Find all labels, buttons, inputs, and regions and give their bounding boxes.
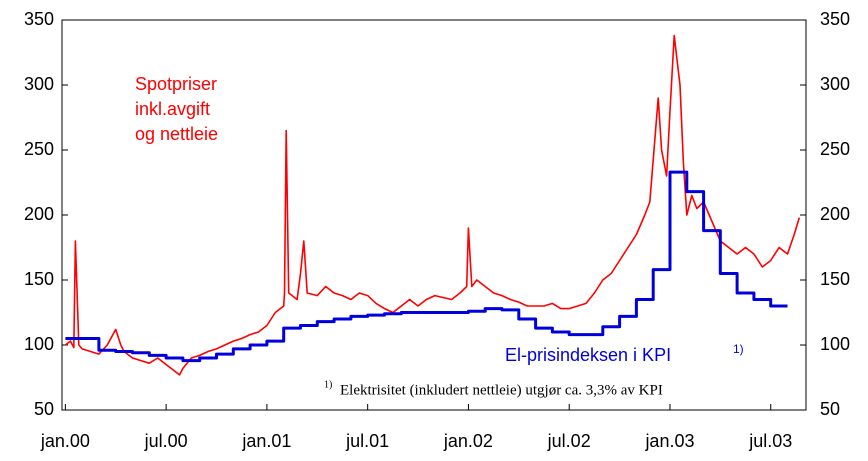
annotation: og nettleie xyxy=(135,124,218,144)
y-tick-label: 250 xyxy=(24,139,54,159)
x-tick-label: jul.03 xyxy=(748,431,792,451)
x-tick-label: jul.00 xyxy=(144,431,188,451)
annotation: Spotpriser xyxy=(135,74,217,94)
y2-tick-label: 150 xyxy=(820,269,850,289)
kpi-line xyxy=(65,170,788,363)
annotation: El-prisindeksen i KPI xyxy=(505,345,671,365)
note: 1) xyxy=(324,379,332,390)
y-tick-label: 100 xyxy=(24,334,54,354)
y2-tick-label: 100 xyxy=(820,334,850,354)
y-tick-label: 300 xyxy=(24,74,54,94)
y-tick-label: 150 xyxy=(24,269,54,289)
y2-tick-label: 300 xyxy=(820,74,850,94)
y-tick-label: 50 xyxy=(34,399,54,419)
y2-tick-label: 200 xyxy=(820,204,850,224)
x-tick-label: jan.00 xyxy=(40,431,90,451)
y2-tick-label: 350 xyxy=(820,9,850,29)
y-tick-label: 200 xyxy=(24,204,54,224)
x-tick-label: jul.01 xyxy=(345,431,389,451)
y-tick-label: 350 xyxy=(24,9,54,29)
x-tick-label: jan.02 xyxy=(443,431,493,451)
annotation: inkl.avgift xyxy=(135,99,210,119)
y2-tick-label: 50 xyxy=(820,399,840,419)
annotation: 1) xyxy=(733,342,744,356)
note: Elektrisitet (inkludert nettleie) utgjør… xyxy=(340,382,663,398)
spot-line xyxy=(64,34,801,376)
x-tick-label: jul.02 xyxy=(547,431,591,451)
y2-tick-label: 250 xyxy=(820,139,850,159)
x-tick-label: jan.01 xyxy=(241,431,291,451)
x-tick-label: jan.03 xyxy=(644,431,694,451)
